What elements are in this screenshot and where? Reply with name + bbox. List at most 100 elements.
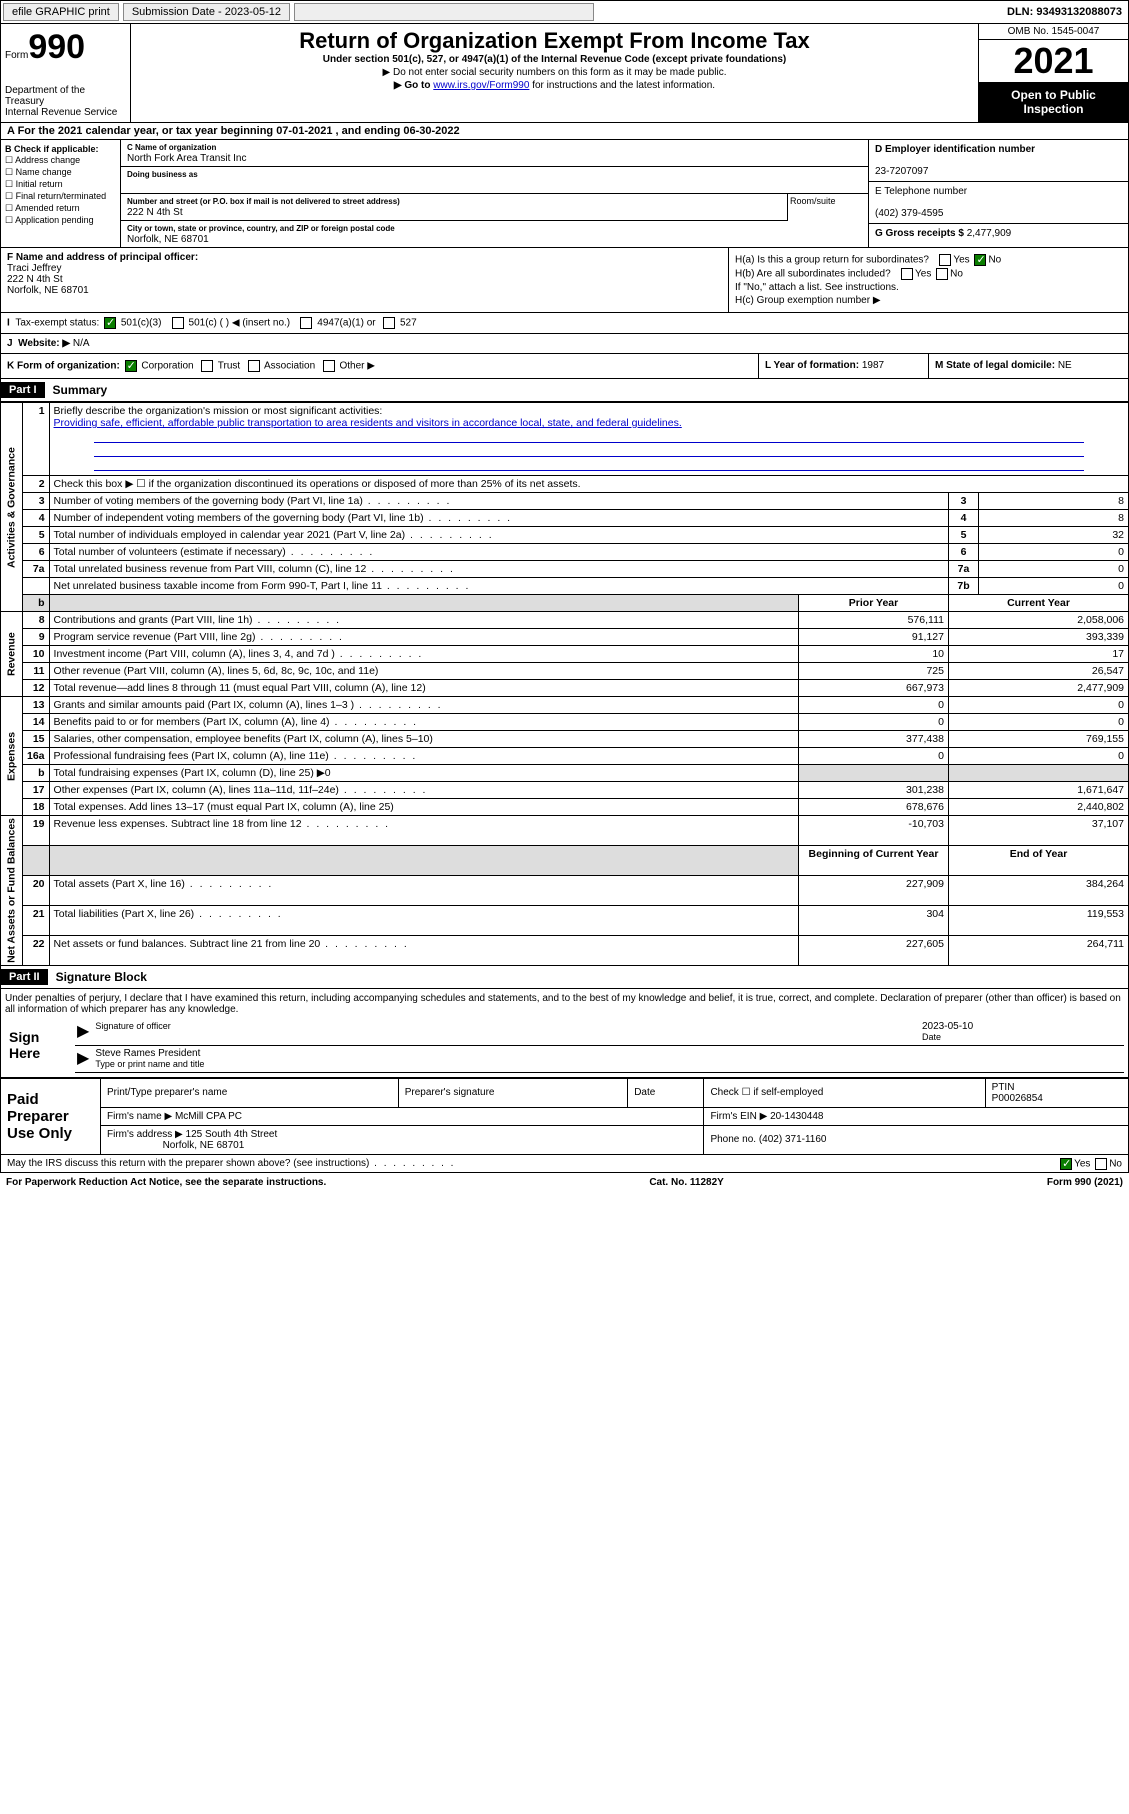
cb-address-change[interactable]: ☐ Address change — [5, 155, 116, 166]
hc-label: H(c) Group exemption number ▶ — [735, 295, 1122, 306]
addr-label: Number and street (or P.O. box if mail i… — [127, 197, 400, 206]
gross-label: G Gross receipts $ — [875, 228, 964, 239]
footer-right: Form 990 (2021) — [1047, 1177, 1123, 1188]
part2-title: Signature Block — [48, 966, 155, 988]
cb-final-return[interactable]: ☐ Final return/terminated — [5, 191, 116, 202]
cb-501c[interactable] — [172, 317, 184, 329]
irs-link[interactable]: www.irs.gov/Form990 — [433, 80, 529, 91]
sidebar-revenue: Revenue — [1, 612, 23, 697]
officer-addr1: 222 N 4th St — [7, 274, 63, 285]
org-name-label: C Name of organization — [127, 143, 216, 152]
cb-corp[interactable] — [125, 360, 137, 372]
firm-name: McMill CPA PC — [175, 1111, 242, 1122]
officer-label: F Name and address of principal officer: — [7, 252, 198, 263]
footer: For Paperwork Reduction Act Notice, see … — [0, 1173, 1129, 1192]
part1-badge: Part I — [1, 382, 45, 398]
cb-other[interactable] — [323, 360, 335, 372]
line6-val: 0 — [979, 544, 1129, 561]
form-subtitle: Under section 501(c), 527, or 4947(a)(1)… — [135, 54, 974, 65]
hb-yes[interactable] — [901, 268, 913, 280]
ptin-value: P00026854 — [992, 1093, 1043, 1104]
cb-pending[interactable]: ☐ Application pending — [5, 215, 116, 226]
sig-officer-label: Signature of officer — [95, 1021, 922, 1043]
cb-trust[interactable] — [201, 360, 213, 372]
phone-value: (402) 379-4595 — [875, 208, 943, 219]
discuss-no[interactable] — [1095, 1158, 1107, 1170]
row-a-period: A For the 2021 calendar year, or tax yea… — [0, 123, 1129, 140]
part1-title: Summary — [45, 379, 116, 401]
line8-curr: 2,058,006 — [949, 612, 1129, 629]
part2-badge: Part II — [1, 969, 48, 985]
line7a-desc: Total unrelated business revenue from Pa… — [49, 561, 948, 578]
cb-amended[interactable]: ☐ Amended return — [5, 203, 116, 214]
cb-assoc[interactable] — [248, 360, 260, 372]
firm-addr1: 125 South 4th Street — [186, 1129, 278, 1140]
line1: Briefly describe the organization's miss… — [49, 403, 1128, 476]
cb-name-change[interactable]: ☐ Name change — [5, 167, 116, 178]
sidebar-expenses: Expenses — [1, 697, 23, 816]
part2-header: Part II Signature Block — [0, 966, 1129, 989]
hb-no[interactable] — [936, 268, 948, 280]
paid-preparer-label: Paid Preparer Use Only — [1, 1078, 101, 1154]
gross-value: 2,477,909 — [967, 228, 1012, 239]
city-value: Norfolk, NE 68701 — [127, 234, 209, 245]
cb-initial-return[interactable]: ☐ Initial return — [5, 179, 116, 190]
ptin-label: PTIN — [992, 1082, 1015, 1093]
line6-desc: Total number of volunteers (estimate if … — [49, 544, 948, 561]
prep-self-employed[interactable]: Check ☐ if self-employed — [704, 1078, 985, 1107]
section-f: F Name and address of principal officer:… — [1, 248, 728, 312]
section-b-label: B Check if applicable: — [5, 144, 99, 154]
firm-ein-label: Firm's EIN ▶ — [710, 1111, 767, 1122]
efile-button[interactable]: efile GRAPHIC print — [3, 3, 119, 21]
cb-527[interactable] — [383, 317, 395, 329]
ha-no[interactable] — [974, 254, 986, 266]
line-j: J Website: ▶ N/A — [0, 334, 1129, 354]
submission-date[interactable]: Submission Date - 2023-05-12 — [123, 3, 290, 21]
hdr-prior: Prior Year — [799, 595, 949, 612]
part1-header: Part I Summary — [0, 379, 1129, 402]
line-i: I Tax-exempt status: 501(c)(3) 501(c) ( … — [0, 313, 1129, 334]
section-h: H(a) Is this a group return for subordin… — [728, 248, 1128, 312]
mission-text: Providing safe, efficient, affordable pu… — [54, 417, 682, 429]
declaration-text: Under penalties of perjury, I declare th… — [5, 993, 1124, 1015]
hb-note: If "No," attach a list. See instructions… — [735, 282, 1122, 293]
ha-yes[interactable] — [939, 254, 951, 266]
line8-prior: 576,111 — [799, 612, 949, 629]
section-b: B Check if applicable: ☐ Address change … — [1, 140, 121, 247]
firm-name-label: Firm's name ▶ — [107, 1111, 172, 1122]
prep-name-label: Print/Type preparer's name — [101, 1078, 399, 1107]
officer-name: Traci Jeffrey — [7, 263, 61, 274]
hdr-current: Current Year — [949, 595, 1129, 612]
tax-year: 2021 — [979, 40, 1128, 82]
line7b-desc: Net unrelated business taxable income fr… — [49, 578, 948, 595]
omb-number: OMB No. 1545-0047 — [979, 24, 1128, 40]
hdr-end: End of Year — [949, 845, 1129, 875]
footer-cat: Cat. No. 11282Y — [649, 1177, 723, 1188]
room-label: Room/suite — [790, 196, 836, 206]
hdr-beginning: Beginning of Current Year — [799, 845, 949, 875]
cb-4947[interactable] — [300, 317, 312, 329]
discuss-yes[interactable] — [1060, 1158, 1072, 1170]
sidebar-netassets: Net Assets or Fund Balances — [1, 816, 23, 966]
sign-here-label: Sign Here — [5, 1019, 75, 1073]
info-block: B Check if applicable: ☐ Address change … — [0, 140, 1129, 247]
dba-label: Doing business as — [127, 170, 198, 179]
line-k: K Form of organization: Corporation Trus… — [0, 354, 1129, 379]
officer-addr2: Norfolk, NE 68701 — [7, 285, 89, 296]
city-label: City or town, state or province, country… — [127, 224, 395, 233]
ein-label: D Employer identification number — [875, 144, 1035, 155]
cb-501c3[interactable] — [104, 317, 116, 329]
line5-desc: Total number of individuals employed in … — [49, 527, 948, 544]
line5-val: 32 — [979, 527, 1129, 544]
ein-value: 23-7207097 — [875, 166, 928, 177]
line4-desc: Number of independent voting members of … — [49, 510, 948, 527]
officer-signed-name: Steve Rames President — [95, 1048, 200, 1059]
sig-date: 2023-05-10 — [922, 1021, 973, 1032]
line7a-val: 0 — [979, 561, 1129, 578]
footer-left: For Paperwork Reduction Act Notice, see … — [6, 1177, 326, 1188]
summary-table: Activities & Governance 1 Briefly descri… — [0, 402, 1129, 966]
blank-field — [294, 3, 594, 21]
firm-ein: 20-1430448 — [770, 1111, 823, 1122]
dept-label: Department of the Treasury Internal Reve… — [5, 85, 126, 118]
arrow-icon: ▶ — [77, 1021, 89, 1043]
